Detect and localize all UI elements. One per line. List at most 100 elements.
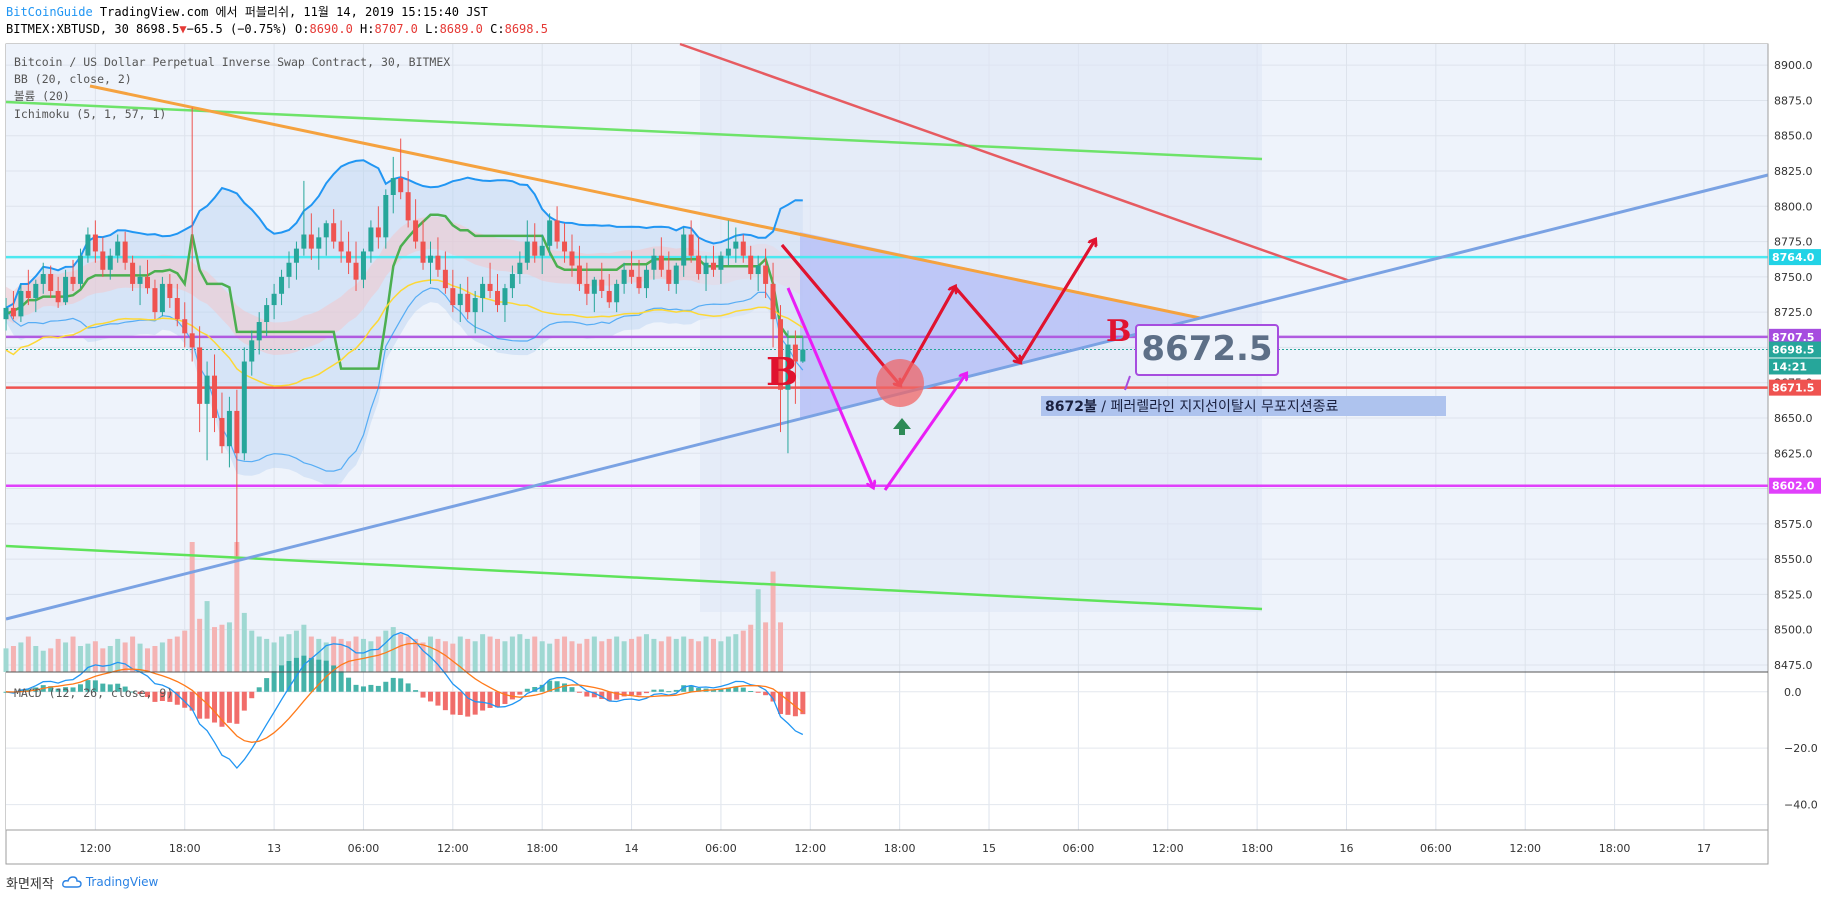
candle-body-55 <box>413 220 419 242</box>
volume-bar-68 <box>509 636 515 672</box>
candle-body-99 <box>740 241 746 256</box>
price-tick-13: 8575.0 <box>1774 518 1813 531</box>
macd-hist-98 <box>733 686 739 692</box>
time-tick-0: 12:00 <box>80 842 112 855</box>
orange-resistance-trendline[interactable] <box>89 84 1201 320</box>
volume-bar-73 <box>547 643 553 672</box>
candle-body-17 <box>130 262 136 284</box>
macd-hist-11 <box>85 680 91 692</box>
candle-body-20 <box>152 288 158 313</box>
macd-hist-64 <box>480 691 486 711</box>
time-tick-1: 18:00 <box>169 842 201 855</box>
price-axis[interactable]: 8900.0 8875.0 8850.0 8825.0 8800.0 8775.0 8750… <box>1774 59 1818 811</box>
brand-link[interactable]: BitCoinGuide <box>6 5 93 19</box>
volume-bar-103 <box>770 571 776 672</box>
red-resistance-trendline[interactable] <box>679 42 1351 283</box>
macd-hist-102 <box>763 691 769 696</box>
macd-hist-93 <box>696 688 702 692</box>
macd-hist-29 <box>219 691 225 727</box>
legend-volume[interactable]: 볼륨 (20) <box>14 89 70 103</box>
time-tick-5: 18:00 <box>526 842 558 855</box>
volume-bar-77 <box>576 643 582 672</box>
tradingview-logo[interactable]: TradingView <box>61 875 159 889</box>
macd-hist-56 <box>420 691 426 698</box>
macd-hist-16 <box>122 686 128 692</box>
macd-hist-30 <box>226 691 232 723</box>
macd-hist-23 <box>174 691 180 705</box>
candle-body-26 <box>197 347 203 404</box>
footer: 화면제작 TradingView <box>6 872 158 892</box>
candle-body-7 <box>55 290 61 303</box>
green-lower-trendline[interactable] <box>5 544 1263 611</box>
macd-hist-106 <box>792 691 798 717</box>
candle-body-85 <box>636 276 642 289</box>
volume-bar-71 <box>532 636 538 672</box>
price-tag-bg-0 <box>1769 249 1821 266</box>
tradingview-label: TradingView <box>85 875 159 889</box>
macd-hist-65 <box>487 691 493 708</box>
macd-signal-line <box>5 642 804 743</box>
macd-hist-38 <box>286 661 292 692</box>
macd-hist-58 <box>435 691 441 706</box>
candle-body-98 <box>733 241 739 249</box>
volume-bar-30 <box>226 622 232 672</box>
candle-body-72 <box>539 245 545 256</box>
time-tick-8: 12:00 <box>794 842 826 855</box>
price-tag-label-4: 8671.5 <box>1772 382 1814 395</box>
volume-bar-28 <box>212 627 218 672</box>
volume-bar-45 <box>338 638 344 672</box>
volume-bar-25 <box>189 542 195 672</box>
legend-bb[interactable]: BB (20, close, 2) <box>14 72 132 86</box>
candle-body-39 <box>293 248 299 263</box>
macd-hist-54 <box>405 683 411 692</box>
volume-bar-101 <box>755 589 761 672</box>
price-tick-15: 8525.0 <box>1774 588 1813 601</box>
candle-body-71 <box>532 241 538 256</box>
candle-body-19 <box>144 276 150 289</box>
candle-body-78 <box>584 283 590 294</box>
price-tick-4: 8800.0 <box>1774 200 1813 213</box>
macd-hist-51 <box>383 681 389 692</box>
bollinger-bands <box>5 159 804 472</box>
volume-bar-40 <box>301 624 307 672</box>
macd-hist-83 <box>621 691 627 697</box>
macd-hist-35 <box>264 678 270 692</box>
volume-bar-98 <box>733 634 739 672</box>
bb-lower-line <box>5 287 804 472</box>
macd-hist-91 <box>681 685 687 692</box>
macd-hist-19 <box>144 691 150 698</box>
macd-hist-68 <box>509 691 515 700</box>
macd-hist-27 <box>204 691 210 719</box>
price-tag-label-2: 8698.5 <box>1772 344 1814 357</box>
macd-hist-20 <box>152 691 158 702</box>
price-callout-box[interactable] <box>1135 324 1279 376</box>
volume-bar-29 <box>219 624 225 672</box>
macd-hist-17 <box>130 691 136 693</box>
macd-hist-76 <box>569 687 575 692</box>
low-value: 8689.0 <box>439 22 483 36</box>
candle-body-43 <box>323 223 329 238</box>
macd-hist-82 <box>614 691 620 700</box>
time-axis[interactable]: 12:00 18:00 13 06:00 12:00 18:00 14 06:00 12:00 1… <box>80 842 1711 855</box>
candle-body-76 <box>569 251 575 266</box>
price-tick-2: 8850.0 <box>1774 130 1813 143</box>
candle-body-42 <box>316 237 322 249</box>
volume-bar-24 <box>182 630 188 672</box>
volume-bar-63 <box>472 641 478 672</box>
volume-bar-21 <box>159 642 165 672</box>
macd-hist-70 <box>524 688 530 692</box>
candle-body-48 <box>360 251 366 280</box>
macd-pane-bg <box>6 672 1768 830</box>
note-text: 8672불 / 페러렐라인 지지선이탈시 무포지션종료 <box>1045 399 1338 415</box>
indicator-legend: Bitcoin / US Dollar Perpetual Inverse Sw… <box>14 55 450 121</box>
candle-body-11 <box>85 234 91 256</box>
volume-bar-53 <box>398 634 404 672</box>
candle-body-56 <box>420 241 426 263</box>
candle-body-84 <box>629 269 635 277</box>
macd-hist-87 <box>651 689 657 692</box>
volume-bar-44 <box>331 636 337 672</box>
macd-hist-63 <box>472 691 478 715</box>
legend-ichimoku[interactable]: Ichimoku (5, 1, 57, 1) <box>14 107 166 121</box>
volume-bar-46 <box>346 641 352 672</box>
